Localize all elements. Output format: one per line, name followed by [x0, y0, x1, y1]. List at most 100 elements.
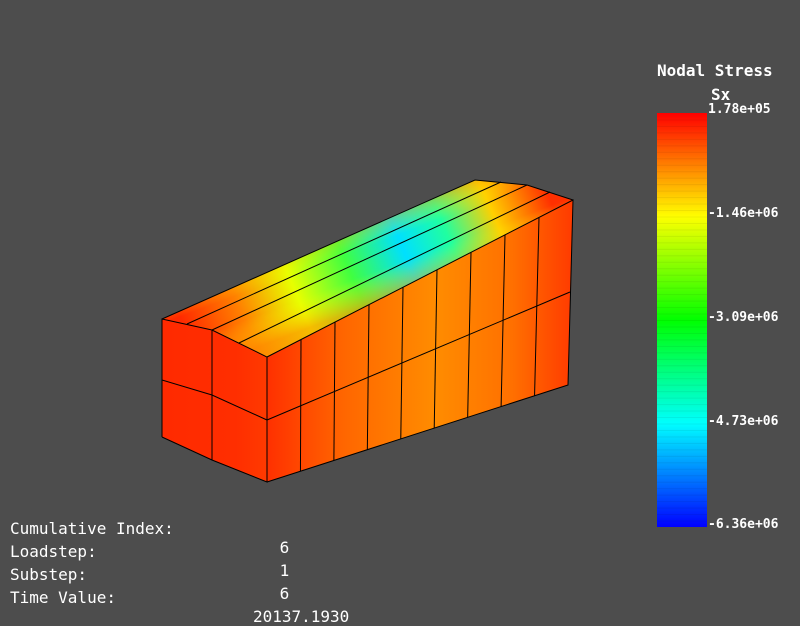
- model-front-face: [162, 319, 267, 482]
- legend-band-divider: [657, 507, 707, 509]
- legend-band-divider: [657, 455, 707, 457]
- legend-band-divider: [657, 494, 707, 496]
- legend-band-divider: [657, 184, 707, 186]
- mesh-lines: [161, 179, 574, 483]
- legend-band-divider: [657, 222, 707, 224]
- mesh-segment-line: [299, 339, 302, 472]
- mesh-segment-lines: [299, 217, 540, 472]
- mesh-segment-line: [534, 217, 540, 396]
- legend-band-divider: [657, 429, 707, 431]
- legend-band-divider: [657, 462, 707, 464]
- legend-band-divider: [657, 423, 707, 425]
- legend-band-divider: [657, 307, 707, 309]
- legend-band-divider: [657, 132, 707, 134]
- legend-band-divider: [657, 294, 707, 296]
- legend-band-divider: [657, 378, 707, 380]
- legend-band-divider: [657, 365, 707, 367]
- legend-title: Nodal Stress: [657, 61, 773, 80]
- legend-band-divider: [657, 203, 707, 205]
- legend-band-divider: [657, 255, 707, 257]
- legend-band-divider: [657, 326, 707, 328]
- legend-band-divider: [657, 235, 707, 237]
- legend-tick-label: -4.73e+06: [708, 414, 779, 429]
- legend-tick-label: -1.46e+06: [708, 206, 779, 221]
- legend-color-bands: [657, 119, 707, 522]
- legend-band-divider: [657, 520, 707, 522]
- legend-band-divider: [657, 268, 707, 270]
- legend-band-divider: [657, 397, 707, 399]
- info-row-loadstep: Loadstep: 1: [10, 523, 289, 580]
- mesh-segment-line: [366, 304, 370, 450]
- legend-band-divider: [657, 514, 707, 516]
- legend-band-divider: [657, 417, 707, 419]
- info-row-time-value: Time Value: 20137.1930: [10, 569, 349, 626]
- legend-band-divider: [657, 501, 707, 503]
- info-row-cumulative-index: Cumulative Index: 6: [10, 500, 289, 557]
- legend-band-divider: [657, 371, 707, 373]
- mesh-segment-line: [333, 322, 336, 461]
- legend-band-divider: [657, 449, 707, 451]
- mesh-segment-line: [500, 234, 506, 407]
- legend-band-divider: [657, 352, 707, 354]
- info-row-substep: Substep: 6: [10, 546, 289, 603]
- legend-band-divider: [657, 313, 707, 315]
- legend-band-divider: [657, 248, 707, 250]
- legend-tick-label: -3.09e+06: [708, 310, 779, 325]
- mesh-segment-line: [400, 287, 404, 439]
- legend-band-divider: [657, 300, 707, 302]
- info-value: 6: [279, 538, 290, 557]
- info-label: Cumulative Index:: [10, 519, 174, 538]
- fe-model[interactable]: [161, 179, 574, 483]
- mesh-segment-line: [467, 252, 472, 418]
- legend-band-divider: [657, 119, 707, 121]
- model-top-face-shading: [162, 180, 573, 357]
- legend-band-divider: [657, 468, 707, 470]
- 3d-viewport[interactable]: [0, 0, 800, 600]
- legend-band-divider: [657, 151, 707, 153]
- info-value: 6: [279, 584, 290, 603]
- info-value: 1: [279, 561, 290, 580]
- legend-band-divider: [657, 158, 707, 160]
- legend-tick-label: -6.36e+06: [708, 517, 779, 532]
- legend-band-divider: [657, 332, 707, 334]
- legend-band-divider: [657, 125, 707, 127]
- info-label: Substep:: [10, 565, 88, 584]
- legend-band-divider: [657, 164, 707, 166]
- legend-band-divider: [657, 345, 707, 347]
- legend-band-divider: [657, 281, 707, 283]
- legend-band-divider: [657, 339, 707, 341]
- info-label: Loadstep:: [10, 542, 97, 561]
- legend-band-divider: [657, 145, 707, 147]
- legend-band-divider: [657, 138, 707, 140]
- legend-band-divider: [657, 410, 707, 412]
- legend-band-divider: [657, 177, 707, 179]
- legend-band-divider: [657, 481, 707, 483]
- legend-band-divider: [657, 216, 707, 218]
- legend-band-divider: [657, 274, 707, 276]
- legend-band-divider: [657, 404, 707, 406]
- legend-band-divider: [657, 320, 707, 321]
- legend-color-bar: [657, 113, 707, 527]
- legend-max-label: 1.78e+05: [708, 102, 771, 117]
- legend-component: Sx: [711, 85, 731, 104]
- model-side-face: [267, 200, 573, 482]
- color-legend: [657, 113, 707, 527]
- legend-band-divider: [657, 210, 707, 212]
- info-label: Time Value:: [10, 588, 116, 607]
- legend-band-divider: [657, 197, 707, 199]
- legend-band-divider: [657, 190, 707, 192]
- info-value: 20137.1930: [252, 607, 350, 626]
- legend-band-divider: [657, 488, 707, 490]
- legend-band-divider: [657, 261, 707, 263]
- legend-band-divider: [657, 242, 707, 244]
- legend-band-divider: [657, 436, 707, 438]
- legend-band-divider: [657, 229, 707, 231]
- legend-band-divider: [657, 287, 707, 289]
- mesh-segment-line: [433, 269, 438, 429]
- legend-band-divider: [657, 391, 707, 393]
- legend-band-divider: [657, 384, 707, 386]
- legend-band-divider: [657, 171, 707, 173]
- legend-band-divider: [657, 358, 707, 360]
- legend-band-divider: [657, 475, 707, 477]
- legend-band-divider: [657, 442, 707, 444]
